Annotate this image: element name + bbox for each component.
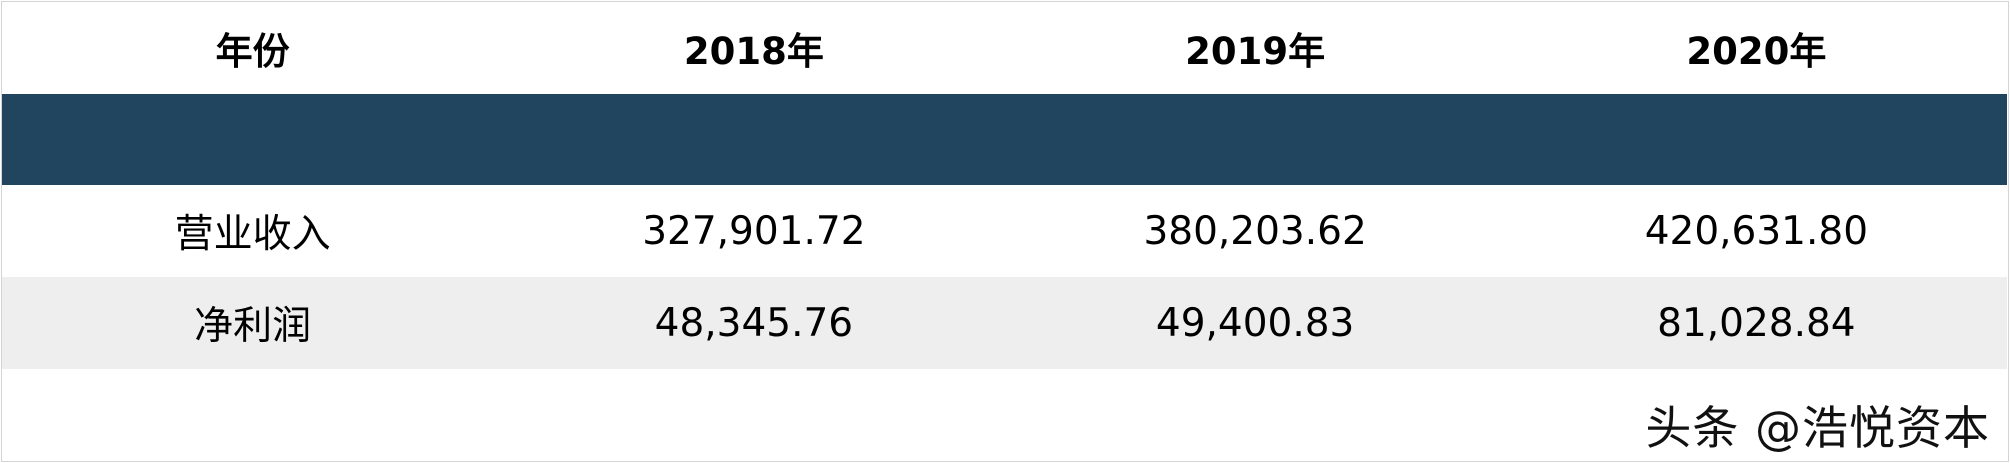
table-row: 营业收入 327,901.72 380,203.62 420,631.80 (2, 185, 2007, 277)
header-year: 年份 (215, 30, 290, 73)
cell: 49,400.83 (1004, 277, 1506, 369)
header-row: 年份 2018年 2019年 2020年 (2, 2, 2007, 94)
header-2019: 2019年 (1185, 30, 1326, 73)
watermark: 头条 @浩悦资本 (1645, 401, 1990, 455)
table-row: 净利润 48,345.76 49,400.83 81,028.84 (2, 277, 2007, 369)
cell: 81,028.84 (1505, 277, 2007, 369)
row-label: 净利润 (2, 277, 504, 369)
cell: 380,203.62 (1143, 208, 1367, 254)
header-2020: 2020年 (1686, 30, 1827, 73)
cell: 327,901.72 (642, 208, 866, 254)
cell: 420,631.80 (1644, 208, 1869, 254)
header-2018: 2018年 (683, 30, 824, 73)
row-label: 营业收入 (174, 212, 331, 257)
cell: 48,345.76 (503, 277, 1005, 369)
financial-table: 年份 2018年 2019年 2020年 营业收入 327,901.72 380… (2, 2, 2007, 369)
divider-band (2, 94, 2007, 185)
